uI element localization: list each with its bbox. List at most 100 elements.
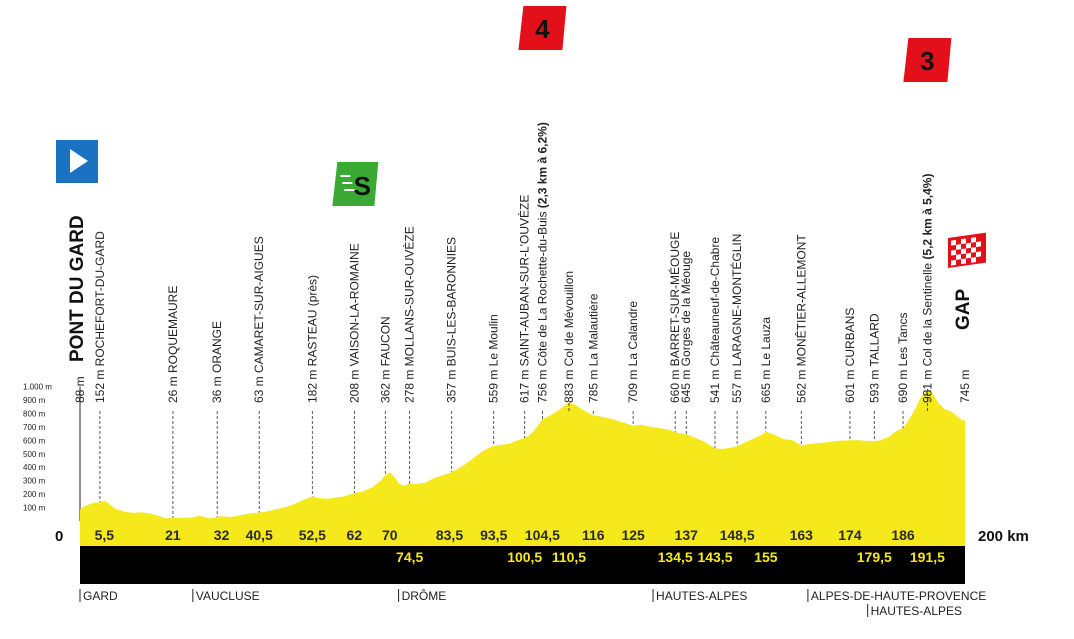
waypoint-label: 981 m Col de la Sentinelle (5,2 km à 5,4… bbox=[920, 174, 934, 403]
checker-square bbox=[951, 249, 956, 256]
km-top-label: 62 bbox=[347, 527, 363, 543]
waypoint-text: 756 m Côte de La Rochette-du-Buis (2,3 k… bbox=[535, 122, 549, 403]
waypoint-label: 208 m VAISON-LA-ROMAINE bbox=[347, 243, 361, 403]
waypoint-text: 617 m SAINT-AUBAN-SUR-L'OUVÈZE bbox=[517, 195, 532, 403]
waypoint-name: Côte de La Rochette-du-Buis bbox=[535, 212, 549, 367]
play-arrow-icon bbox=[70, 149, 88, 173]
waypoint-altitude: 617 m bbox=[518, 366, 532, 403]
km-top-label: 186 bbox=[891, 527, 915, 543]
waypoint-altitude: 541 m bbox=[708, 366, 722, 403]
waypoint-label: 601 m CURBANS bbox=[843, 308, 857, 403]
waypoint-altitude: 601 m bbox=[843, 366, 857, 403]
waypoint-name: Col de Mévouillon bbox=[562, 271, 576, 366]
waypoint-label: 883 m Col de Mévouillon bbox=[562, 271, 576, 403]
waypoint-name: Col de la Sentinelle bbox=[920, 263, 934, 367]
waypoint-altitude: 562 m bbox=[794, 366, 808, 403]
waypoint-name: ROQUEMAURE bbox=[166, 286, 180, 373]
km-band-top-strip bbox=[80, 521, 965, 546]
km-top-label: 32 bbox=[214, 527, 230, 543]
region-label: DRÔME bbox=[402, 588, 447, 603]
climb-category-icon: 3 bbox=[903, 38, 952, 82]
waypoint-altitude: 152 m bbox=[93, 366, 107, 403]
y-tick-label: 200 m bbox=[23, 490, 46, 499]
km-bottom-label: 100,5 bbox=[507, 549, 542, 565]
waypoint-label: 690 m Les Tancs bbox=[896, 313, 910, 404]
waypoint-label: 88 m bbox=[73, 376, 87, 403]
waypoint-altitude: 745 m bbox=[958, 370, 972, 403]
waypoint-altitude: 357 m bbox=[445, 366, 459, 403]
km-bottom-label: 134,5 bbox=[658, 549, 693, 565]
climb-detail: (5,2 km à 5,4%) bbox=[920, 174, 934, 263]
km-top-label: 125 bbox=[621, 527, 645, 543]
waypoint-text: 690 m Les Tancs bbox=[896, 313, 910, 404]
y-tick-label: 700 m bbox=[23, 423, 46, 432]
region-label: ALPES-DE-HAUTE-PROVENCE bbox=[811, 589, 986, 603]
waypoint-name: MONÊTIER-ALLEMONT bbox=[793, 234, 808, 367]
climb-badge-bg bbox=[903, 38, 952, 82]
y-tick-label: 300 m bbox=[23, 477, 46, 486]
waypoint-name: CAMARET-SUR-AIGUES bbox=[252, 236, 266, 373]
y-tick-label: 100 m bbox=[23, 504, 46, 513]
km-top-label: 93,5 bbox=[480, 527, 507, 543]
waypoint-name: Châteauneuf-de-Chabre bbox=[708, 237, 722, 367]
waypoint-altitude: 709 m bbox=[626, 366, 640, 403]
checker-square bbox=[951, 239, 956, 246]
waypoint-text: 362 m FAUCON bbox=[378, 316, 392, 403]
waypoint-altitude: 665 m bbox=[759, 366, 773, 403]
waypoint-altitude: 981 m bbox=[920, 366, 934, 403]
km-top-label: 148,5 bbox=[720, 527, 755, 543]
waypoint-name: Le Lauza bbox=[759, 317, 773, 367]
km-bottom-label: 74,5 bbox=[396, 549, 423, 565]
climb-category-icon: 4 bbox=[518, 6, 567, 50]
waypoint-name: Le Moulin bbox=[487, 314, 501, 366]
km-top-label: 21 bbox=[165, 527, 181, 543]
waypoint-altitude: 690 m bbox=[896, 366, 910, 403]
waypoint-altitude: 26 m bbox=[166, 373, 180, 403]
km-top-label: 163 bbox=[790, 527, 814, 543]
waypoint-label: 541 m Châteauneuf-de-Chabre bbox=[708, 237, 722, 403]
y-tick-label: 800 m bbox=[23, 409, 46, 418]
waypoint-altitude: 362 m bbox=[378, 366, 392, 403]
finish-flag-icon bbox=[948, 232, 986, 268]
waypoint-label: 63 m CAMARET-SUR-AIGUES bbox=[252, 236, 266, 403]
waypoint-altitude: 645 m bbox=[679, 366, 693, 403]
checker-square bbox=[956, 244, 961, 250]
waypoint-text: 557 m LARAGNE-MONTÉGLIN bbox=[729, 234, 744, 403]
waypoint-label: 645 m Gorges de la Méouge bbox=[679, 251, 693, 403]
checker-square bbox=[966, 252, 971, 259]
waypoint-altitude: 36 m bbox=[210, 373, 224, 403]
checker-square bbox=[961, 258, 966, 265]
waypoint-label: 756 m Côte de La Rochette-du-Buis (2,3 k… bbox=[535, 122, 549, 403]
checker-square bbox=[961, 238, 966, 245]
waypoint-text: 63 m CAMARET-SUR-AIGUES bbox=[252, 236, 266, 403]
km-top-label: 174 bbox=[838, 527, 862, 543]
waypoint-label: 617 m SAINT-AUBAN-SUR-L'OUVÈZE bbox=[517, 195, 532, 403]
waypoint-altitude: 785 m bbox=[586, 366, 600, 403]
waypoint-altitude: 182 m bbox=[305, 366, 319, 403]
km-bottom-label: 179,5 bbox=[857, 549, 892, 565]
checker-square bbox=[966, 242, 971, 249]
badges: S 4 3 bbox=[56, 6, 986, 268]
km-top-label: 116 bbox=[582, 527, 605, 543]
km-bottom-label: 143,5 bbox=[697, 549, 732, 565]
y-tick-label: 400 m bbox=[23, 463, 46, 472]
waypoint-name: La Calandre bbox=[626, 301, 640, 367]
waypoint-text: 593 m TALLARD bbox=[867, 313, 881, 403]
checker-square bbox=[976, 251, 981, 258]
waypoint-name: ORANGE bbox=[210, 321, 224, 373]
waypoint-text: 745 m bbox=[958, 370, 972, 403]
y-tick-label: 600 m bbox=[23, 436, 46, 445]
waypoint-label: 559 m Le Moulin bbox=[487, 314, 501, 403]
waypoint-name: LARAGNE-MONTÉGLIN bbox=[729, 234, 744, 367]
region-label: HAUTES-ALPES bbox=[871, 604, 962, 618]
km-top-label: 83,5 bbox=[436, 527, 463, 543]
waypoint-text: 36 m ORANGE bbox=[210, 321, 224, 403]
waypoint-text: 278 m MOLLANS-SUR-OUVÈZE bbox=[402, 226, 417, 403]
checker-square bbox=[971, 257, 976, 263]
waypoint-text: 26 m ROQUEMAURE bbox=[166, 286, 180, 403]
climb-badge-bg bbox=[518, 6, 567, 50]
checker-square bbox=[956, 254, 961, 260]
km-top-label: 5,5 bbox=[95, 527, 115, 543]
start-town-label: PONT DU GARD bbox=[67, 215, 88, 362]
